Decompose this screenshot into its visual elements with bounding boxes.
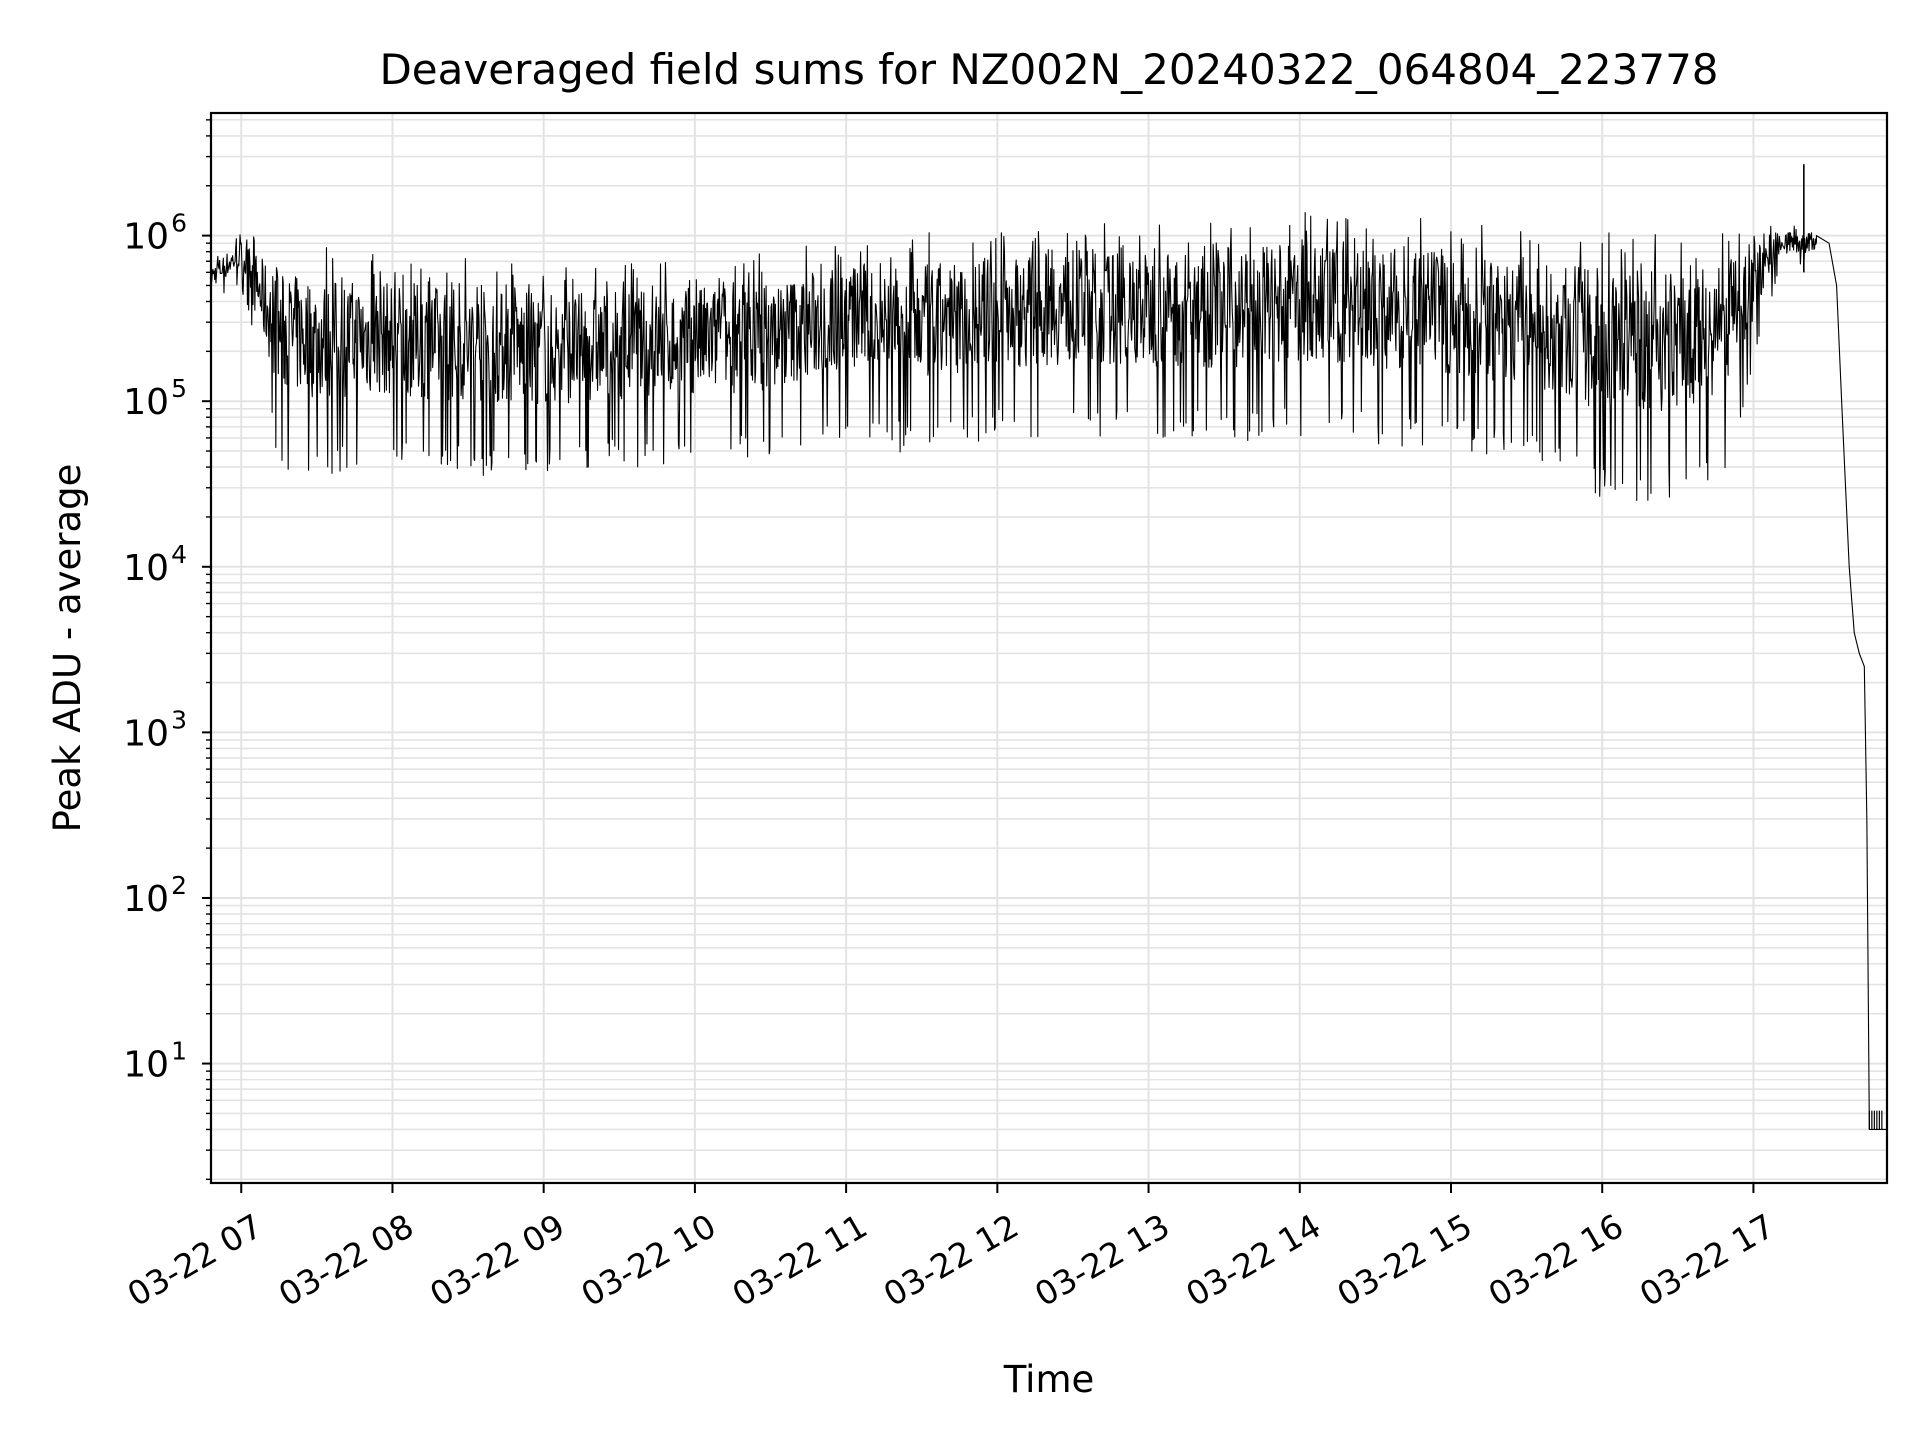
series-group xyxy=(210,164,1887,1131)
y-tick-label: 10 xyxy=(123,548,169,589)
series-line xyxy=(210,212,1887,1131)
y-tick-exponent: 1 xyxy=(171,1037,187,1066)
y-tick-exponent: 4 xyxy=(171,540,187,569)
x-axis-label: Time xyxy=(1003,1358,1095,1401)
y-tick-label: 10 xyxy=(123,217,169,258)
y-tick-base: 10 xyxy=(123,217,169,258)
y-tick-label: 10 xyxy=(123,879,169,920)
y-tick-label: 10 xyxy=(123,713,169,754)
y-tick-base: 10 xyxy=(123,382,169,423)
plot-frame xyxy=(209,111,1889,1185)
y-tick-label: 10 xyxy=(123,1045,169,1086)
y-tick-exponent: 5 xyxy=(171,374,187,403)
y-tick-exponent: 2 xyxy=(171,871,187,900)
y-tick-base: 10 xyxy=(123,548,169,589)
y-tick-exponent: 3 xyxy=(171,705,187,734)
y-tick-base: 10 xyxy=(123,1045,169,1086)
y-tick-label: 10 xyxy=(123,382,169,423)
y-axis-label: Peak ADU - average xyxy=(46,464,89,833)
y-tick-base: 10 xyxy=(123,713,169,754)
tail-steps xyxy=(1868,1110,1883,1130)
y-tick-base: 10 xyxy=(123,879,169,920)
chart-title: Deaveraged field sums for NZ002N_2024032… xyxy=(379,45,1718,94)
y-tick-exponent: 6 xyxy=(171,209,187,238)
